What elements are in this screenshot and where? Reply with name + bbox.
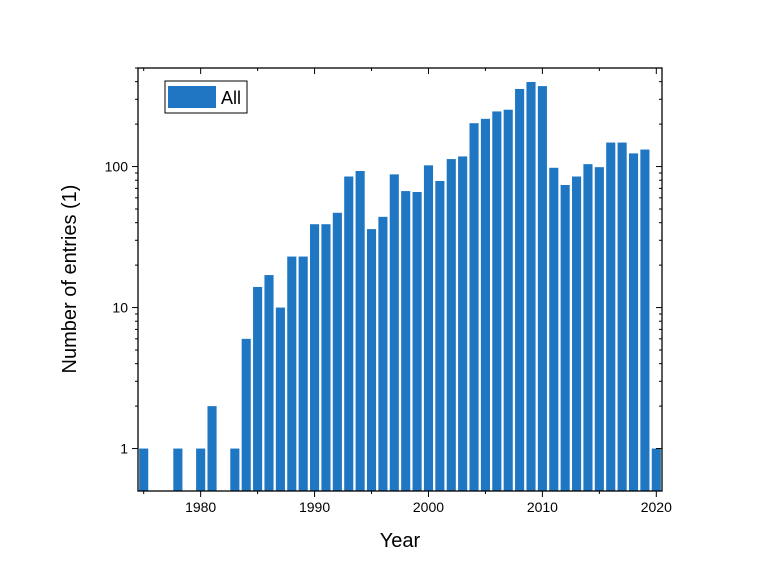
- bar-2014: [583, 164, 593, 491]
- bar-1989: [298, 256, 308, 491]
- bars-layer: [139, 81, 661, 491]
- bar-2012: [560, 184, 570, 491]
- bar-1984: [241, 338, 251, 491]
- bar-2001: [435, 180, 445, 491]
- legend-swatch-all: [168, 86, 216, 108]
- bar-2005: [480, 118, 490, 491]
- bar-1993: [344, 176, 354, 491]
- bar-1975: [139, 448, 149, 491]
- x-tick-label-2000: 2000: [413, 499, 444, 515]
- bar-2000: [423, 165, 434, 491]
- plot-frame: [137, 67, 663, 492]
- bar-1988: [287, 256, 297, 491]
- ticks-layer: 1980 1990 2000 2010 2020 1 10 100: [105, 67, 672, 515]
- bar-2010: [537, 86, 547, 491]
- bar-1991: [321, 224, 331, 491]
- bar-1980: [196, 448, 206, 491]
- x-tick-label-1980: 1980: [185, 499, 216, 515]
- bar-1990: [310, 224, 320, 491]
- bar-2013: [572, 176, 582, 491]
- bar-1985: [253, 286, 263, 491]
- x-tick-label-1990: 1990: [299, 499, 330, 515]
- bar-1992: [332, 212, 342, 491]
- bar-2020: [651, 448, 661, 491]
- y-tick-label-100: 100: [105, 159, 129, 175]
- legend-label-all: All: [221, 88, 241, 108]
- bar-2011: [549, 167, 559, 491]
- bar-1995: [366, 229, 377, 491]
- bar-2019: [640, 149, 650, 491]
- y-tick-label-10: 10: [112, 300, 128, 316]
- legend: All: [164, 80, 248, 114]
- bar-2004: [469, 123, 479, 491]
- bar-2007: [503, 109, 513, 491]
- bar-1986: [264, 275, 274, 491]
- bar-1997: [389, 174, 399, 491]
- bar-1983: [230, 448, 240, 491]
- bar-2003: [458, 156, 468, 491]
- bar-2006: [492, 111, 502, 491]
- bar-1999: [412, 191, 422, 491]
- bar-2015: [594, 167, 604, 491]
- bar-2018: [628, 153, 639, 491]
- bar-1987: [275, 307, 285, 491]
- bar-1978: [173, 448, 183, 491]
- y-axis-title: Number of entries (1): [59, 185, 81, 374]
- x-tick-label-2020: 2020: [641, 499, 672, 515]
- x-axis-title: Year: [380, 530, 421, 552]
- bar-2009: [526, 81, 536, 491]
- y-tick-label-1: 1: [120, 441, 128, 457]
- bar-1994: [355, 170, 365, 491]
- bar-2008: [515, 88, 525, 491]
- bar-2002: [446, 159, 456, 491]
- bar-2016: [606, 142, 616, 491]
- bar-1981: [207, 406, 217, 491]
- x-tick-label-2010: 2010: [527, 499, 558, 515]
- bar-1996: [378, 216, 388, 491]
- bar-2017: [617, 142, 627, 491]
- bar-1998: [401, 191, 411, 491]
